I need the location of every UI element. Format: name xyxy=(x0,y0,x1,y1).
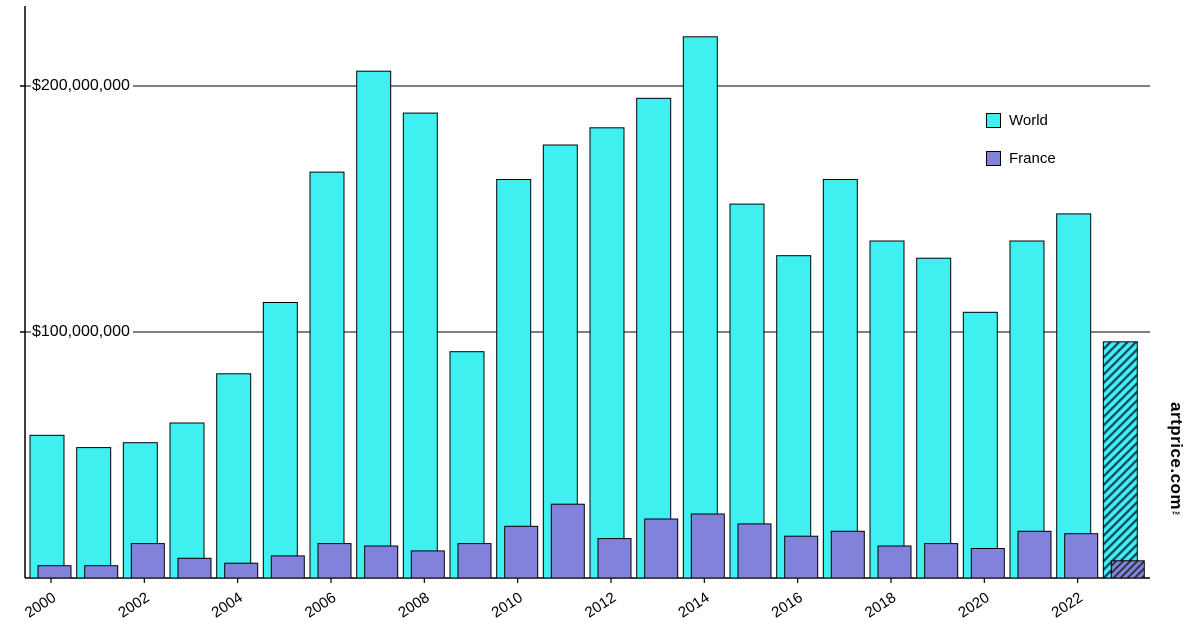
legend-item-france: France xyxy=(986,150,1056,167)
y-axis-label-100m: $100,000,000 xyxy=(31,322,133,342)
bar-france-2011 xyxy=(550,503,585,579)
bar-france-2013 xyxy=(644,518,679,579)
bar-world-2003 xyxy=(169,422,205,579)
bar-world-2010 xyxy=(496,179,532,579)
legend-item-world: World xyxy=(986,112,1056,129)
bar-france-2007 xyxy=(364,545,399,579)
bar-france-2021 xyxy=(1017,530,1052,579)
bar-france-2009 xyxy=(457,543,492,579)
bar-france-2008 xyxy=(410,550,445,579)
bar-france-2010 xyxy=(504,525,539,579)
bar-france-2004 xyxy=(224,562,259,579)
bar-world-2012 xyxy=(589,127,625,579)
bar-world-2016 xyxy=(776,255,812,579)
bar-france-2014 xyxy=(690,513,725,579)
bar-world-2014 xyxy=(682,36,718,579)
legend-swatch-world xyxy=(986,113,1001,128)
bar-world-2001 xyxy=(76,447,112,579)
watermark-tm: ™ xyxy=(1171,510,1181,521)
bar-world-2015 xyxy=(729,203,765,579)
bar-france-2018 xyxy=(877,545,912,579)
bar-france-2020 xyxy=(970,548,1005,579)
bar-france-2019 xyxy=(924,543,959,579)
bar-france-2016 xyxy=(784,535,819,579)
bar-france-2017 xyxy=(830,530,865,579)
x-label-2010: 2010 xyxy=(489,589,526,621)
x-label-2022: 2022 xyxy=(1049,589,1086,621)
bar-france-2022 xyxy=(1064,533,1099,579)
x-label-2020: 2020 xyxy=(955,589,992,621)
x-label-2016: 2016 xyxy=(769,589,806,621)
x-label-2018: 2018 xyxy=(862,589,899,621)
bar-france-2003 xyxy=(177,557,212,579)
x-label-2000: 2000 xyxy=(22,589,59,621)
x-label-2008: 2008 xyxy=(395,589,432,621)
legend-label-world: World xyxy=(1009,112,1048,129)
bar-world-2019 xyxy=(916,257,952,579)
legend: World France xyxy=(986,112,1056,188)
bar-france-2002 xyxy=(130,543,165,579)
artprice-watermark: artprice.com™ xyxy=(1166,402,1186,521)
bar-world-2005 xyxy=(262,302,298,579)
bar-france-2012 xyxy=(597,538,632,579)
bar-france-2023 xyxy=(1110,560,1145,579)
bar-world-2013 xyxy=(636,97,672,579)
bar-france-2006 xyxy=(317,543,352,579)
bar-france-2000 xyxy=(37,565,72,579)
bar-world-2020 xyxy=(962,311,998,579)
watermark-text: artprice.com xyxy=(1167,402,1186,511)
bar-world-2018 xyxy=(869,240,905,579)
x-label-2006: 2006 xyxy=(302,589,339,621)
bar-world-2008 xyxy=(402,112,438,579)
bar-world-2009 xyxy=(449,351,485,579)
x-label-2012: 2012 xyxy=(582,589,619,621)
bar-world-2023 xyxy=(1102,341,1138,579)
bar-world-2004 xyxy=(216,373,252,579)
y-axis-label-200m: $200,000,000 xyxy=(31,76,133,96)
legend-swatch-france xyxy=(986,151,1001,166)
bar-world-2007 xyxy=(356,70,392,579)
bar-world-2022 xyxy=(1056,213,1092,579)
bar-france-2015 xyxy=(737,523,772,579)
bar-france-2005 xyxy=(270,555,305,579)
legend-label-france: France xyxy=(1009,150,1056,167)
x-label-2014: 2014 xyxy=(675,589,712,621)
bar-world-2021 xyxy=(1009,240,1045,579)
bar-world-2000 xyxy=(29,434,65,579)
bar-france-2001 xyxy=(84,565,119,579)
x-label-2004: 2004 xyxy=(209,589,246,621)
bar-world-2017 xyxy=(822,179,858,579)
x-label-2002: 2002 xyxy=(115,589,152,621)
bar-world-2006 xyxy=(309,171,345,579)
